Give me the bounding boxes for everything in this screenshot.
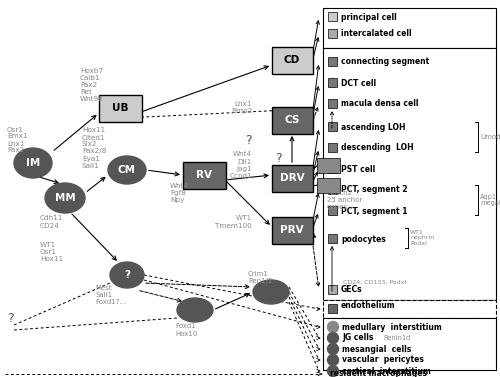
Ellipse shape <box>253 280 289 304</box>
Text: GECs: GECs <box>341 285 362 294</box>
Text: Mest
Sall1
Foxd1?...: Mest Sall1 Foxd1?... <box>95 285 126 305</box>
FancyBboxPatch shape <box>272 164 312 192</box>
Text: ascending LOH: ascending LOH <box>341 123 406 132</box>
Ellipse shape <box>14 148 52 178</box>
Text: UB: UB <box>112 103 128 113</box>
Text: PCT, segment 1: PCT, segment 1 <box>341 207 407 216</box>
FancyBboxPatch shape <box>182 161 226 188</box>
Text: medullary  interstitium: medullary interstitium <box>342 322 442 331</box>
FancyBboxPatch shape <box>272 216 312 244</box>
Text: podocytes: podocytes <box>341 234 386 244</box>
Text: MM: MM <box>54 193 76 203</box>
Bar <box>328 99 337 108</box>
Text: principal cell: principal cell <box>341 12 397 21</box>
Text: RV: RV <box>196 170 212 180</box>
FancyBboxPatch shape <box>98 95 142 121</box>
Text: connecting segment: connecting segment <box>341 58 429 66</box>
Bar <box>328 285 337 294</box>
Bar <box>328 234 337 243</box>
Text: WT1
nephrin
Podxl: WT1 nephrin Podxl <box>410 230 434 246</box>
Text: CS: CS <box>284 115 300 125</box>
Text: WT1
Tmem100: WT1 Tmem100 <box>215 216 252 228</box>
Text: CD: CD <box>284 55 300 65</box>
FancyBboxPatch shape <box>316 178 340 193</box>
Ellipse shape <box>45 183 85 213</box>
Bar <box>328 12 337 21</box>
Text: Osr1
Emx1
Lhx1
Pax2: Osr1 Emx1 Lhx1 Pax2 <box>7 127 28 153</box>
Text: Umod: Umod <box>480 134 500 140</box>
Text: Notch2
25 anchor
genes: Notch2 25 anchor genes <box>327 190 362 210</box>
Text: CM: CM <box>118 165 136 175</box>
Bar <box>328 185 337 194</box>
Text: Renin1d: Renin1d <box>383 335 410 341</box>
Bar <box>328 122 337 131</box>
Bar <box>323 318 496 370</box>
Bar <box>328 29 337 38</box>
Text: Wnt4
Dll1
Jag1
Ccnd1: Wnt4 Dll1 Jag1 Ccnd1 <box>229 152 252 178</box>
Bar <box>323 300 496 318</box>
Bar <box>328 143 337 152</box>
Text: PST cell: PST cell <box>341 164 375 173</box>
Text: macula densa cell: macula densa cell <box>341 100 418 109</box>
Text: Wnt4
Fgf8
Npy: Wnt4 Fgf8 Npy <box>170 183 189 203</box>
Text: resident macrophages: resident macrophages <box>330 369 427 377</box>
Text: ?: ? <box>7 311 14 325</box>
Bar <box>328 164 337 173</box>
Text: ?: ? <box>244 133 252 147</box>
Circle shape <box>328 322 338 333</box>
Bar <box>328 304 337 313</box>
Text: intercalated cell: intercalated cell <box>341 29 411 38</box>
Text: DRV: DRV <box>280 173 304 183</box>
Text: Lhx1
Bmp2: Lhx1 Bmp2 <box>231 101 252 115</box>
Text: Foxd1
Hox10: Foxd1 Hox10 <box>175 323 198 337</box>
Text: CD24, CD133, Podxl: CD24, CD133, Podxl <box>343 279 406 285</box>
Circle shape <box>328 333 338 343</box>
FancyBboxPatch shape <box>272 106 312 133</box>
Text: PRV: PRV <box>280 225 304 235</box>
Text: ?: ? <box>124 270 130 280</box>
Text: Crim1
Ren1/2: Crim1 Ren1/2 <box>248 271 272 285</box>
Text: PCT, segment 2: PCT, segment 2 <box>341 185 407 195</box>
Text: Aqp1
megalin: Aqp1 megalin <box>480 193 500 207</box>
Ellipse shape <box>108 156 146 184</box>
FancyBboxPatch shape <box>272 46 312 74</box>
Bar <box>323 8 496 48</box>
Text: ?: ? <box>274 152 281 164</box>
Text: Hoxb7
Calb1
Pax2
Ret
Wnt9b: Hoxb7 Calb1 Pax2 Ret Wnt9b <box>80 68 104 102</box>
Bar <box>328 206 337 215</box>
Text: JG cells: JG cells <box>342 334 374 342</box>
Text: WT1
Osr1
Hox11: WT1 Osr1 Hox11 <box>40 242 63 262</box>
Circle shape <box>328 365 338 377</box>
Text: endothelium: endothelium <box>341 300 396 310</box>
Text: Cdh11
CD24: Cdh11 CD24 <box>40 216 64 228</box>
Text: vascular  pericytes: vascular pericytes <box>342 356 424 365</box>
Bar <box>328 57 337 66</box>
Text: Hox11
Cited1
Six2
Pax2/8
Eya1
Sall1: Hox11 Cited1 Six2 Pax2/8 Eya1 Sall1 <box>82 127 106 169</box>
Text: DCT cell: DCT cell <box>341 78 376 87</box>
Text: cortical  interstitium: cortical interstitium <box>342 366 431 375</box>
Text: IM: IM <box>26 158 40 168</box>
Text: mesangial  cells: mesangial cells <box>342 345 411 354</box>
Bar <box>323 48 496 300</box>
Ellipse shape <box>177 298 213 322</box>
Text: descending  LOH: descending LOH <box>341 144 413 153</box>
FancyBboxPatch shape <box>316 158 340 173</box>
Circle shape <box>328 354 338 365</box>
Circle shape <box>328 343 338 354</box>
Bar <box>328 78 337 87</box>
Ellipse shape <box>110 262 144 288</box>
